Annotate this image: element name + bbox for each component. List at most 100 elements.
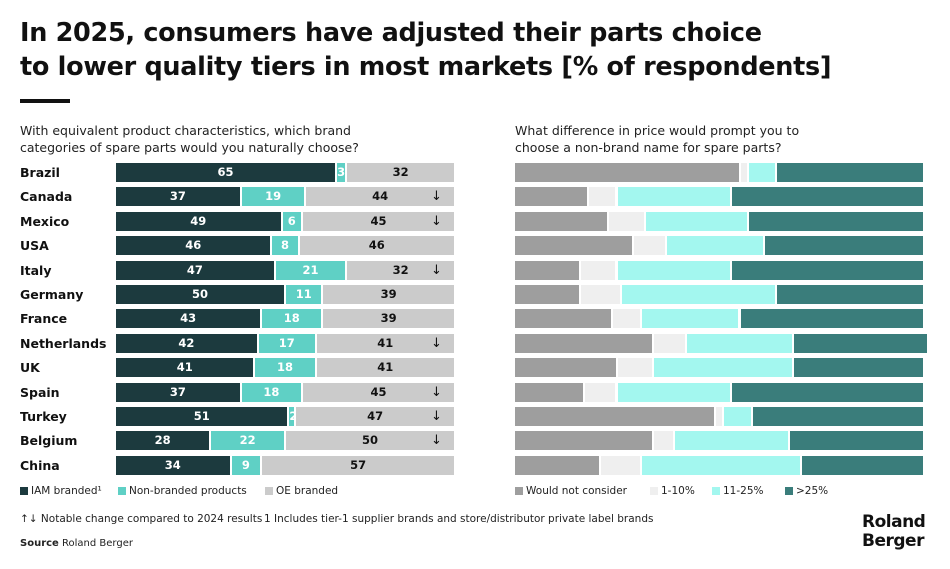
bar-segment-iam: 28 [116, 431, 210, 451]
legend-label: Would not consider [526, 485, 627, 497]
country-label: Canada [20, 189, 73, 205]
legend-swatch [118, 487, 126, 495]
bar-segment-iam: 46 [116, 236, 271, 256]
bar-segment-price-3 [752, 407, 923, 426]
bar-segment-price-0 [515, 236, 632, 256]
notable-change-arrow-icon: ↓ [431, 262, 442, 278]
notable-change-arrow-icon: ↓ [431, 335, 442, 351]
bar-segment-price-0 [515, 358, 616, 378]
country-label: Turkey [20, 409, 67, 424]
bar-segment-oe: 39 [323, 285, 454, 304]
bar-segment-price-3 [765, 236, 923, 256]
bar-segment-price-1 [654, 333, 686, 353]
bar-segment-price-1 [609, 211, 645, 231]
bar-segment-price-1 [613, 309, 641, 329]
bar-segment-price-0 [515, 431, 653, 451]
legend-item: 11-25% [712, 485, 764, 497]
country-label: France [20, 311, 68, 327]
country-label: Mexico [20, 213, 70, 229]
country-label: Spain [20, 384, 60, 400]
country-label: Netherlands [20, 335, 107, 351]
bar-segment-non-branded: 11 [286, 285, 322, 304]
bar-segment-price-2 [687, 333, 792, 353]
bar-segment-price-2 [666, 236, 764, 256]
bar-segment-iam: 43 [116, 309, 261, 329]
bar-segment-price-3 [777, 285, 923, 304]
legend-swatch [20, 487, 28, 495]
legend-item: 1-10% [650, 485, 695, 497]
bar-segment-price-2 [621, 285, 776, 304]
bar-segment-price-1 [633, 236, 665, 256]
bar-segment-price-0 [515, 260, 579, 280]
bar-segment-price-0 [515, 333, 653, 353]
country-label: China [20, 457, 60, 473]
bar-segment-price-3 [793, 358, 923, 378]
bar-segment-price-0 [515, 163, 739, 182]
legend-label: Non-branded products [129, 485, 247, 497]
bar-segment-oe: 47 [296, 407, 454, 426]
bar-segment-non-branded: 21 [275, 260, 346, 280]
legend-label: IAM branded¹ [31, 485, 102, 497]
bar-segment-price-0 [515, 285, 579, 304]
bar-segment-price-2 [617, 260, 731, 280]
legend-label: 11-25% [723, 485, 764, 497]
bar-segment-iam: 41 [116, 358, 254, 378]
country-label: USA [20, 238, 49, 254]
bar-segment-oe: 32 [347, 260, 454, 280]
bar-segment-non-branded: 9 [231, 455, 261, 475]
notable-change-arrow-icon: ↓ [431, 384, 442, 400]
bar-segment-price-1 [580, 285, 620, 304]
bar-segment-price-1 [617, 358, 653, 378]
bar-segment-price-3 [732, 382, 923, 402]
source: Source Roland Berger [20, 538, 133, 549]
bar-segment-price-3 [740, 309, 923, 329]
legend-item: Would not consider [515, 485, 627, 497]
bar-segment-non-branded: 18 [241, 382, 301, 402]
bar-segment-price-3 [732, 260, 923, 280]
bar-segment-price-1 [580, 260, 616, 280]
bar-segment-iam: 65 [116, 163, 335, 182]
bar-segment-non-branded: 6 [282, 211, 301, 231]
bar-segment-price-3 [732, 187, 923, 207]
legend-label: OE branded [276, 485, 339, 497]
country-label: Brazil [20, 165, 60, 180]
bar-segment-price-2 [674, 431, 788, 451]
bar-segment-iam: 34 [116, 455, 230, 475]
bar-segment-non-branded: 2 [289, 407, 297, 426]
country-label: Italy [20, 262, 52, 278]
bar-segment-price-3 [793, 333, 928, 353]
legend-item: IAM branded¹ [20, 485, 102, 497]
bar-segment-price-0 [515, 187, 587, 207]
bar-segment-price-2 [654, 358, 792, 378]
bar-segment-price-3 [802, 455, 923, 475]
bar-segment-non-branded: 18 [255, 358, 315, 378]
bar-segment-non-branded: 17 [258, 333, 315, 353]
roland-berger-logo: Roland Berger [862, 512, 926, 551]
legend-item: >25% [785, 485, 828, 497]
bar-segment-price-3 [748, 211, 923, 231]
bar-segment-non-branded: 18 [262, 309, 322, 329]
legend-item: OE branded [265, 485, 338, 497]
title-rule [20, 99, 70, 103]
bar-segment-price-0 [515, 382, 583, 402]
legend-swatch [785, 487, 793, 495]
bar-segment-price-2 [617, 187, 731, 207]
bar-segment-price-2 [642, 455, 800, 475]
legend-swatch [265, 487, 273, 495]
legend-item: Non-branded products [118, 485, 247, 497]
bar-segment-oe: 41 [316, 333, 454, 353]
bar-segment-oe: 45 [303, 211, 454, 231]
bar-segment-oe: 57 [262, 455, 454, 475]
bar-segment-oe: 44 [306, 187, 454, 207]
bar-segment-price-2 [646, 211, 747, 231]
right-chart-question: What difference in price would prompt yo… [515, 123, 800, 155]
bar-segment-iam: 47 [116, 260, 274, 280]
bar-segment-non-branded: 3 [337, 163, 346, 182]
bar-segment-iam: 37 [116, 382, 240, 402]
notable-change-arrow-icon: ↓ [431, 433, 442, 449]
bar-segment-oe: 41 [316, 358, 454, 378]
bar-segment-iam: 50 [116, 285, 284, 304]
bar-segment-iam: 37 [116, 187, 240, 207]
bar-segment-price-0 [515, 309, 612, 329]
bar-segment-price-2 [748, 163, 776, 182]
